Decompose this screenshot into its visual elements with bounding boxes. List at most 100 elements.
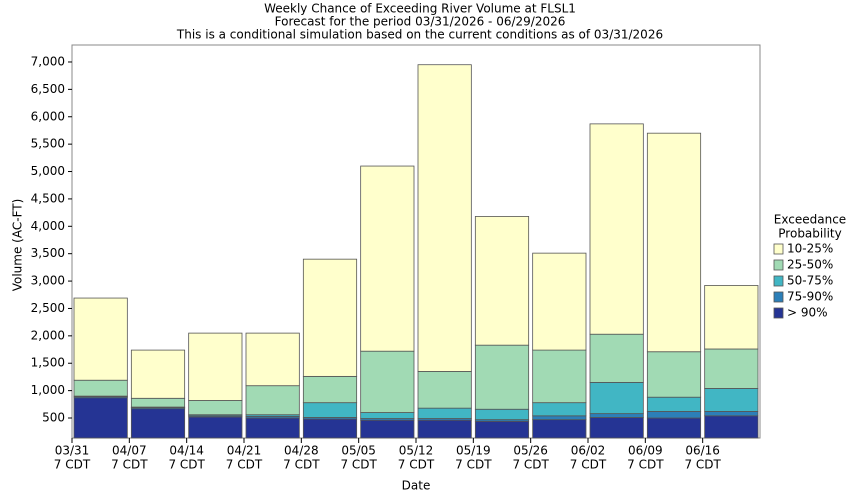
y-tick-label: 4,000 xyxy=(31,219,65,233)
x-tick-sublabel: 7 CDT xyxy=(512,458,549,472)
chart-note: This is a conditional simulation based o… xyxy=(176,28,663,42)
y-tick-label: 5,500 xyxy=(31,137,65,151)
bar-segment xyxy=(704,348,759,389)
legend-label: 75-90% xyxy=(787,290,833,304)
bar-segment xyxy=(360,350,415,413)
bar-segment xyxy=(130,397,186,408)
bar-segment xyxy=(704,411,759,417)
bar-segment xyxy=(646,396,702,412)
x-axis-label: Date xyxy=(402,479,431,493)
bar-segment xyxy=(417,371,472,409)
y-tick-label: 4,500 xyxy=(31,191,65,205)
bar-segment xyxy=(589,123,644,335)
bar-segment xyxy=(474,216,530,346)
bar-segment xyxy=(188,400,243,416)
bar-segment xyxy=(589,382,644,415)
x-tick-sublabel: 7 CDT xyxy=(111,458,148,472)
x-tick-label: 03/31 xyxy=(55,444,90,458)
y-tick-label: 7,000 xyxy=(31,54,65,68)
bar-segment xyxy=(532,415,587,421)
x-tick-sublabel: 7 CDT xyxy=(226,458,263,472)
bar-segment xyxy=(73,397,128,439)
bar-segment xyxy=(474,344,530,410)
bar-segment xyxy=(589,417,644,439)
y-tick-label: 1,000 xyxy=(31,383,65,397)
chart-subtitle: Forecast for the period 03/31/2026 - 06/… xyxy=(275,15,566,29)
bar-segment xyxy=(646,411,702,419)
bar-segment xyxy=(417,407,472,419)
bar-segment xyxy=(704,388,759,412)
bar-segment xyxy=(360,412,415,419)
x-tick-sublabel: 7 CDT xyxy=(627,458,664,472)
x-tick-sublabel: 7 CDT xyxy=(283,458,320,472)
x-tick-sublabel: 7 CDT xyxy=(398,458,435,472)
legend-label: 10-25% xyxy=(787,242,833,256)
bar-segment xyxy=(360,419,415,439)
x-tick-sublabel: 7 CDT xyxy=(340,458,377,472)
legend-title: Probability xyxy=(778,227,841,241)
x-tick-label: 04/14 xyxy=(169,444,204,458)
x-tick-label: 06/16 xyxy=(685,444,720,458)
bar-segment xyxy=(302,258,358,377)
x-tick-label: 05/05 xyxy=(341,444,376,458)
x-tick-sublabel: 7 CDT xyxy=(570,458,607,472)
bar-segment xyxy=(302,375,358,404)
y-tick-label: 500 xyxy=(42,411,65,425)
bar-segment xyxy=(73,297,128,381)
x-tick-label: 06/09 xyxy=(628,444,663,458)
bar-segment xyxy=(302,402,358,418)
x-tick-label: 06/02 xyxy=(571,444,606,458)
x-tick-sublabel: 7 CDT xyxy=(168,458,205,472)
x-tick-sublabel: 7 CDT xyxy=(455,458,492,472)
x-tick-label: 04/07 xyxy=(112,444,147,458)
legend-label: > 90% xyxy=(787,306,828,320)
bar-segment xyxy=(245,417,300,439)
legend-swatch xyxy=(773,291,784,303)
legend-swatch xyxy=(773,259,784,271)
bar-segment xyxy=(417,419,472,439)
bar-segment xyxy=(474,420,530,439)
x-tick-label: 04/28 xyxy=(284,444,319,458)
bar-segment xyxy=(532,252,587,351)
bar-segment xyxy=(704,415,759,439)
bar-segment xyxy=(474,408,530,421)
y-tick-label: 6,500 xyxy=(31,82,65,96)
y-tick-label: 2,000 xyxy=(31,328,65,342)
y-tick-label: 1,500 xyxy=(31,356,65,370)
bar-segment xyxy=(245,332,300,387)
x-tick-label: 05/26 xyxy=(513,444,548,458)
x-tick-label: 05/19 xyxy=(456,444,491,458)
legend-title: Exceedance xyxy=(774,213,846,227)
y-tick-label: 2,500 xyxy=(31,301,65,315)
y-tick-label: 5,000 xyxy=(31,164,65,178)
x-tick-sublabel: 7 CDT xyxy=(54,458,91,472)
bar-segment xyxy=(646,351,702,398)
y-tick-label: 6,000 xyxy=(31,109,65,123)
legend-swatch xyxy=(773,243,784,255)
bar-segment xyxy=(360,165,415,352)
legend-swatch xyxy=(773,307,784,319)
bar-segment xyxy=(532,349,587,404)
bar-segment xyxy=(589,333,644,383)
bar-segment xyxy=(302,418,358,439)
bar-segment xyxy=(646,132,702,353)
bar-segment xyxy=(130,349,186,399)
bar-segment xyxy=(130,408,186,439)
x-tick-label: 04/21 xyxy=(227,444,262,458)
chart-title: Weekly Chance of Exceeding River Volume … xyxy=(264,2,576,16)
bar-segment xyxy=(188,416,243,439)
legend-label: 25-50% xyxy=(787,258,833,272)
plot-area xyxy=(71,44,761,439)
legend-swatch xyxy=(773,275,784,287)
y-tick-label: 3,000 xyxy=(31,274,65,288)
x-tick-label: 05/12 xyxy=(399,444,434,458)
bar-segment xyxy=(73,379,128,397)
bar-segment xyxy=(704,285,759,350)
bar-segment xyxy=(532,402,587,417)
bar-segment xyxy=(417,64,472,372)
bar-segment xyxy=(589,413,644,418)
y-axis-label: Volume (AC-FT) xyxy=(11,199,25,292)
x-tick-sublabel: 7 CDT xyxy=(684,458,721,472)
